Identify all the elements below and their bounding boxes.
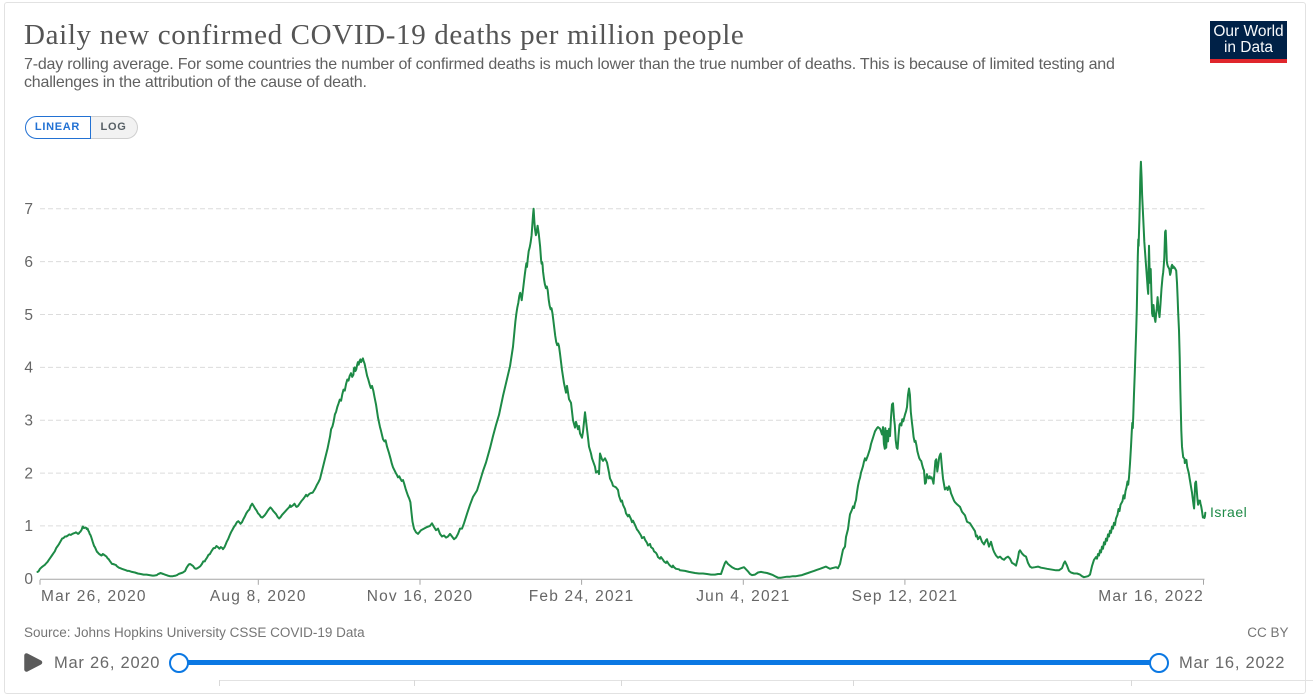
svg-text:2: 2 (24, 465, 33, 482)
svg-text:Mar 16, 2022: Mar 16, 2022 (1098, 588, 1204, 605)
svg-text:5: 5 (24, 307, 33, 324)
svg-text:Mar 26, 2020: Mar 26, 2020 (41, 588, 147, 605)
svg-text:Jun 4, 2021: Jun 4, 2021 (696, 588, 790, 605)
svg-text:3: 3 (24, 413, 33, 430)
svg-text:Nov 16, 2020: Nov 16, 2020 (367, 588, 474, 605)
svg-text:7: 7 (24, 201, 33, 218)
svg-text:Israel: Israel (1210, 504, 1247, 520)
svg-text:0: 0 (24, 571, 33, 588)
svg-text:6: 6 (24, 254, 33, 271)
svg-text:1: 1 (24, 518, 33, 535)
svg-text:Sep 12, 2021: Sep 12, 2021 (852, 588, 959, 605)
svg-text:Aug 8, 2020: Aug 8, 2020 (210, 588, 307, 605)
svg-text:4: 4 (24, 360, 33, 377)
svg-text:Feb 24, 2021: Feb 24, 2021 (529, 588, 635, 605)
